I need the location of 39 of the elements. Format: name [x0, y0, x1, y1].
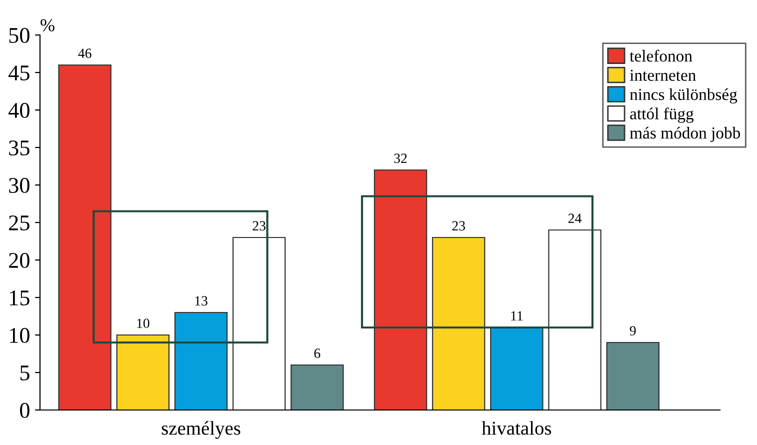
data-label: 24 [568, 214, 582, 223]
data-label: 13 [195, 296, 208, 306]
y-tick-label: 40 [8, 102, 30, 118]
legend-label: interneten [630, 70, 696, 81]
y-tick-label: 25 [9, 215, 30, 230]
y-tick-label: 50 [9, 28, 30, 43]
data-label: 32 [394, 154, 407, 164]
legend-label: nincs különbség [630, 88, 738, 104]
bar [174, 312, 228, 410]
data-label: 23 [452, 221, 466, 231]
bar [432, 236, 486, 410]
bar [58, 64, 112, 410]
bar [548, 229, 602, 410]
y-tick-label: 5 [20, 366, 30, 380]
y-tick-label: 20 [9, 252, 30, 268]
y-tick-label: 0 [20, 402, 30, 418]
legend-label: más módon jobb [630, 126, 740, 142]
legend-label: attól függ [630, 107, 694, 123]
data-label: 10 [137, 318, 150, 328]
bar [116, 334, 170, 410]
data-label: 9 [630, 326, 636, 336]
bar [490, 326, 544, 410]
x-tick-label: hivatalos [482, 421, 552, 435]
bar [606, 342, 660, 410]
data-label: 6 [314, 348, 320, 358]
y-tick-label: 30 [9, 178, 30, 193]
y-axis-title: % [40, 19, 54, 32]
bar [374, 169, 428, 410]
data-label: 11 [511, 311, 523, 320]
x-tick-label: személyes [162, 421, 240, 439]
y-tick-label: 35 [9, 140, 30, 156]
legend-label: telefonon [630, 50, 692, 62]
y-tick-label: 10 [10, 328, 30, 343]
bar [290, 364, 344, 410]
y-tick-label: 45 [8, 66, 30, 80]
data-label: 23 [252, 221, 266, 231]
data-label: 46 [78, 48, 92, 58]
y-tick-label: 15 [10, 290, 30, 306]
bar [232, 236, 286, 410]
